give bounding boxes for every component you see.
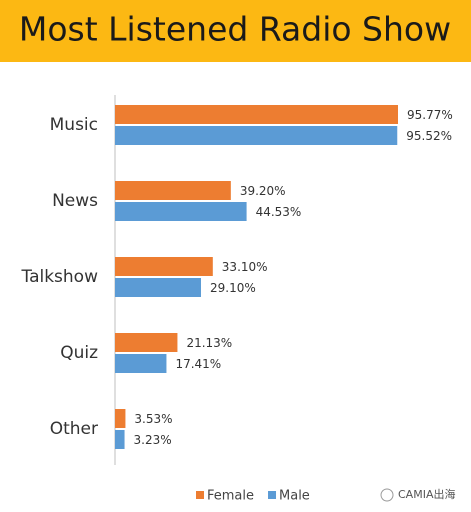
- chart-title: Most Listened Radio Show: [19, 10, 451, 49]
- value-label: 3.53%: [134, 412, 172, 426]
- category-label: Quiz: [60, 343, 98, 363]
- bar: [115, 257, 213, 276]
- value-label: 39.20%: [240, 184, 286, 198]
- bar: [115, 430, 125, 449]
- value-label: 21.13%: [186, 336, 232, 350]
- value-label: 17.41%: [175, 357, 221, 371]
- category-label: News: [52, 191, 98, 211]
- watermark: CAMIA出海: [398, 487, 455, 501]
- bar: [115, 409, 126, 428]
- title-banner: [0, 0, 471, 62]
- value-label: 95.52%: [406, 129, 452, 143]
- legend-label: Female: [207, 489, 254, 504]
- bar: [115, 202, 247, 221]
- legend-label: Male: [279, 489, 310, 504]
- bar: [115, 333, 178, 352]
- bar: [115, 105, 398, 124]
- value-label: 95.77%: [407, 108, 453, 122]
- bar: [115, 278, 201, 297]
- legend-swatch: [268, 491, 277, 499]
- value-label: 29.10%: [210, 281, 256, 295]
- category-label: Music: [50, 115, 98, 135]
- watermark-icon: [380, 488, 394, 502]
- value-label: 3.23%: [134, 433, 172, 447]
- bar: [115, 181, 231, 200]
- legend-swatch: [196, 491, 204, 499]
- category-label: Other: [50, 419, 98, 439]
- bar: [115, 126, 398, 145]
- value-label: 33.10%: [222, 260, 268, 274]
- value-label: 44.53%: [256, 205, 302, 219]
- category-label: Talkshow: [21, 267, 99, 287]
- bar: [115, 354, 167, 373]
